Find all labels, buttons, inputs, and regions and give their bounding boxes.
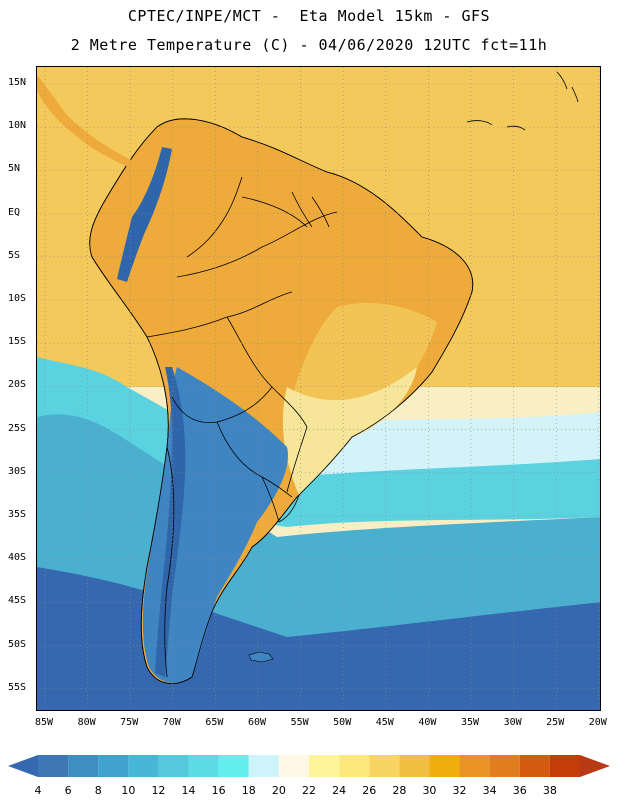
colorbar-label: 30	[422, 784, 437, 797]
colorbar-label: 32	[452, 784, 467, 797]
country-borders	[89, 118, 474, 684]
colorbar-cell	[369, 755, 400, 777]
lat-label: 15N	[8, 77, 27, 88]
colorbar-label: 20	[271, 784, 286, 797]
caribbean-islands	[466, 71, 579, 131]
colorbar-label: 10	[121, 784, 136, 797]
lat-label: 30S	[8, 465, 27, 477]
lon-label: 55W	[290, 717, 309, 728]
lat-label: 10N	[8, 120, 27, 132]
colorbar-cell	[489, 755, 520, 777]
lon-label: 30W	[503, 717, 522, 728]
colorbar-label: 26	[362, 784, 377, 797]
temperature-colorbar	[8, 755, 610, 777]
colorbar-label: 8	[94, 784, 102, 797]
lon-label: 60W	[247, 717, 267, 728]
lon-label: 35W	[460, 717, 480, 728]
lat-label: EQ	[8, 206, 21, 218]
map-subtitle: 2 Metre Temperature (C) - 04/06/2020 12U…	[70, 36, 548, 54]
lat-label: 40S	[8, 552, 27, 564]
colorbar-low-arrow	[8, 755, 38, 777]
lat-label: 15S	[8, 336, 27, 348]
map-canvas	[37, 67, 600, 710]
falklands-island	[248, 651, 274, 663]
lon-label: 65W	[205, 717, 224, 728]
colorbar-cells	[38, 755, 580, 777]
colorbar-high-arrow	[580, 755, 610, 777]
central-america-land	[37, 75, 137, 169]
colorbar-cell	[429, 755, 460, 777]
lat-label: 35S	[8, 509, 27, 520]
colorbar-cell	[549, 755, 580, 777]
colorbar-label: 12	[151, 784, 166, 797]
colorbar-label: 4	[34, 784, 42, 797]
lat-label: 5N	[8, 163, 21, 175]
colorbar-cell	[309, 755, 340, 777]
lon-label: 25W	[546, 717, 565, 728]
colorbar-label: 14	[181, 784, 196, 797]
colorbar-cell	[399, 755, 430, 777]
colorbar-label: 24	[332, 784, 347, 797]
lon-label: 85W	[34, 717, 54, 728]
lon-label: 80W	[77, 717, 96, 728]
colorbar-label: 16	[211, 784, 226, 797]
colorbar-label: 22	[302, 784, 316, 797]
colorbar-cell	[158, 755, 189, 777]
southeast-brazil-mild-region	[282, 367, 417, 495]
colorbar-label: 6	[64, 784, 72, 797]
lat-label: 25S	[8, 422, 27, 434]
lat-label: 10S	[8, 293, 27, 304]
lon-label: 70W	[162, 717, 181, 728]
colorbar-label: 18	[241, 784, 256, 797]
colorbar-cell	[339, 755, 370, 777]
colorbar-cell	[248, 755, 279, 777]
lon-label: 40W	[418, 717, 437, 728]
colorbar-cell	[38, 755, 69, 777]
map-title: CPTEC/INPE/MCT - Eta Model 15km - GFS	[127, 7, 491, 25]
lat-label: 20S	[8, 379, 27, 391]
colorbar-label: 38	[542, 784, 557, 797]
colorbar-cell	[188, 755, 219, 777]
colorbar-cell	[459, 755, 490, 777]
colorbar-label: 34	[482, 784, 497, 797]
lat-label: 50S	[8, 638, 27, 650]
colorbar-label: 28	[392, 784, 407, 797]
lon-label: 20W	[588, 717, 607, 728]
colorbar-cell	[218, 755, 249, 777]
lat-label: 45S	[8, 595, 27, 607]
colorbar-cell	[128, 755, 159, 777]
lon-label: 75W	[120, 717, 139, 728]
colorbar-label: 36	[512, 784, 527, 797]
lon-label: 50W	[333, 717, 352, 728]
colorbar-cell	[98, 755, 129, 777]
temperature-map[interactable]	[36, 66, 601, 711]
lon-label: 45W	[375, 717, 394, 728]
colorbar-cell	[68, 755, 99, 777]
colorbar-cell	[278, 755, 309, 777]
andes-cold-strip	[117, 147, 186, 677]
colorbar-cell	[519, 755, 550, 777]
lat-label: 5S	[8, 249, 21, 261]
lat-label: 55S	[8, 681, 27, 693]
